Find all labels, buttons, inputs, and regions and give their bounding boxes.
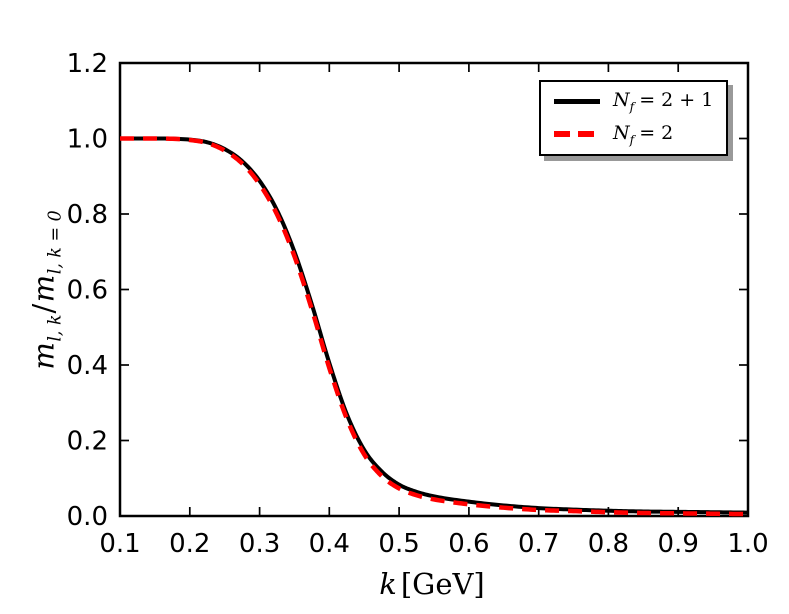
x-tick-label: 0.2 [169,529,210,559]
x-tick-label: 0.3 [239,529,280,559]
x-tick-label: 0.7 [518,529,559,559]
y-tick-label: 0.0 [67,502,108,532]
curve-nf-2 [120,136,749,517]
ylabel-slash: / [26,303,61,314]
legend-line-dashed [554,131,600,137]
y-tick-label: 0.4 [67,351,108,381]
x-tick-label: 1.0 [727,529,768,559]
ylabel-m2: m [26,274,61,303]
curve-nf-2plus1 [120,136,749,515]
legend-entry-nf-2: Nf = 2 [554,122,726,147]
ylabel-sub1: l, k [45,314,66,342]
legend-nf-eq: = 2 + 1 [639,89,714,112]
x-tick-label: 0.5 [378,529,419,559]
legend-entry-nf-2plus1: Nf = 2 + 1 [554,89,726,114]
ylabel-sub2: l, k = 0 [45,210,66,275]
y-tick-label: 1.0 [67,125,108,155]
x-tick-label: 0.4 [309,529,350,559]
legend-nf-sub: f [629,100,635,115]
legend-nf2-base: N [613,121,630,144]
legend-line-solid [554,99,600,105]
y-tick-label: 0.8 [67,200,108,230]
legend-nf-base: N [613,89,630,112]
legend-nf2-sub: f [629,132,635,147]
x-tick-label: 0.1 [99,529,140,559]
legend-label-nf-2plus1: Nf = 2 + 1 [613,89,713,114]
y-tick-label: 0.6 [67,276,108,306]
y-tick-label: 1.2 [67,49,108,79]
legend-label-nf-2: Nf = 2 [613,122,673,147]
xlabel-var: k [379,567,397,601]
x-tick-label: 0.6 [448,529,489,559]
ylabel-m1: m [26,341,61,370]
xlabel-unit: [GeV] [400,567,485,601]
x-tick-label: 0.8 [588,529,629,559]
x-axis-label: k [GeV] [379,567,484,601]
y-axis-label: ml, k/ml, k = 0 [27,210,66,369]
legend: Nf = 2 + 1 Nf = 2 [539,80,728,156]
x-tick-label: 0.9 [658,529,699,559]
legend-nf2-eq: = 2 [639,121,674,144]
y-tick-label: 0.2 [67,427,108,457]
